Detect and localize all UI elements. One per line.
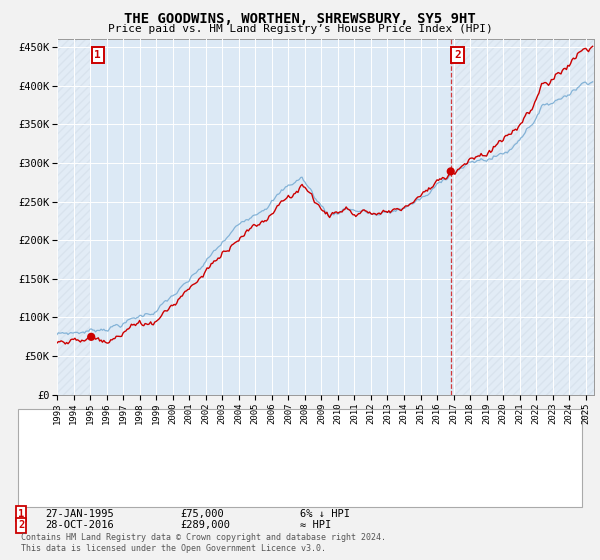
Point	[86, 332, 96, 341]
Text: 1: 1	[94, 50, 101, 60]
Text: 28-OCT-2016: 28-OCT-2016	[45, 520, 114, 530]
Text: 6% ↓ HPI: 6% ↓ HPI	[300, 508, 350, 519]
Text: 2: 2	[454, 50, 461, 60]
Text: £289,000: £289,000	[180, 520, 230, 530]
Text: 2: 2	[18, 520, 24, 530]
Text: ≈ HPI: ≈ HPI	[300, 520, 331, 530]
Bar	[451, 39, 594, 395]
Point	[446, 167, 455, 176]
Text: Contains HM Land Registry data © Crown copyright and database right 2024.
This d: Contains HM Land Registry data © Crown c…	[21, 533, 386, 553]
Text: Price paid vs. HM Land Registry’s House Price Index (HPI): Price paid vs. HM Land Registry’s House …	[107, 24, 493, 34]
Text: 1: 1	[18, 508, 24, 519]
Text: £75,000: £75,000	[180, 508, 224, 519]
Bar	[57, 39, 91, 395]
Text: THE GOODWINS, WORTHEN, SHREWSBURY, SY5 9HT: THE GOODWINS, WORTHEN, SHREWSBURY, SY5 9…	[124, 12, 476, 26]
Text: 27-JAN-1995: 27-JAN-1995	[45, 508, 114, 519]
